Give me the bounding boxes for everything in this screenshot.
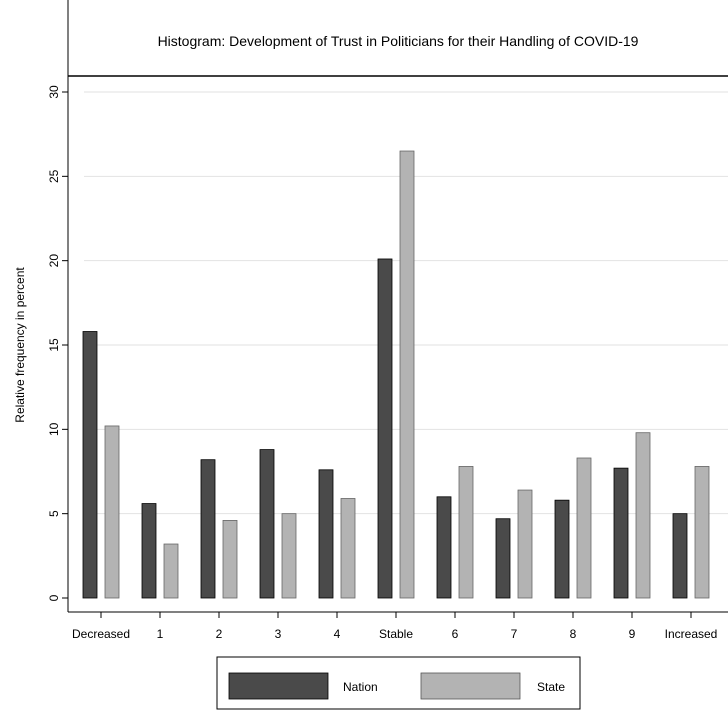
bar-nation	[613, 467, 629, 599]
axes	[62, 0, 728, 618]
bar-nation	[554, 499, 570, 599]
legend-label-state: State	[537, 680, 565, 694]
bar-state	[222, 520, 238, 599]
legend-label-nation: Nation	[343, 680, 378, 694]
bar-nation	[672, 513, 688, 599]
x-tick-label: 9	[629, 627, 636, 641]
x-tick-label: Increased	[665, 627, 718, 641]
x-tick-label: Decreased	[72, 627, 130, 641]
y-axis-label: Relative frequency in percent	[13, 267, 27, 423]
bar-state	[694, 466, 710, 599]
x-tick-label: 2	[216, 627, 223, 641]
y-tick-label: 5	[47, 510, 61, 517]
title-box	[68, 0, 728, 76]
bar-nation	[82, 331, 98, 599]
bar-state	[399, 150, 415, 599]
x-tick-label: Stable	[379, 627, 413, 641]
y-tick-label: 10	[47, 422, 61, 436]
bar-state	[517, 489, 533, 599]
y-tick-label: 20	[47, 254, 61, 268]
bar-nation	[259, 449, 275, 599]
bar-nation	[377, 258, 393, 599]
bars	[82, 150, 710, 599]
y-tick-labels: 0 5 10 15 20 25 30	[47, 85, 61, 601]
bar-state	[163, 543, 179, 599]
y-tick-label: 15	[47, 338, 61, 352]
legend-swatch-state	[420, 672, 521, 700]
bar-state	[576, 457, 592, 599]
x-tick-labels: Decreased 1 2 3 4 Stable 6 7 8 9 Increased	[72, 627, 717, 641]
x-tick-label: 8	[570, 627, 577, 641]
bar-state	[635, 432, 651, 599]
x-tick-label: 6	[452, 627, 459, 641]
bar-nation	[495, 518, 511, 599]
x-tick-label: 1	[157, 627, 164, 641]
x-tick-label: 7	[511, 627, 518, 641]
x-tick-label: 4	[334, 627, 341, 641]
legend: Nation State	[216, 656, 581, 710]
bar-state	[458, 466, 474, 599]
y-tick-label: 30	[47, 85, 61, 99]
legend-swatch-nation	[228, 672, 329, 700]
bar-nation	[141, 503, 157, 599]
bar-state	[340, 498, 356, 599]
y-tick-label: 0	[47, 594, 61, 601]
y-tick-label: 25	[47, 169, 61, 183]
bar-nation	[318, 469, 334, 599]
bar-state	[281, 513, 297, 599]
x-tick-label: 3	[275, 627, 282, 641]
bar-state	[104, 425, 120, 599]
bar-nation	[200, 459, 216, 599]
bar-nation	[436, 496, 452, 599]
chart-title: Histogram: Development of Trust in Polit…	[158, 33, 639, 49]
